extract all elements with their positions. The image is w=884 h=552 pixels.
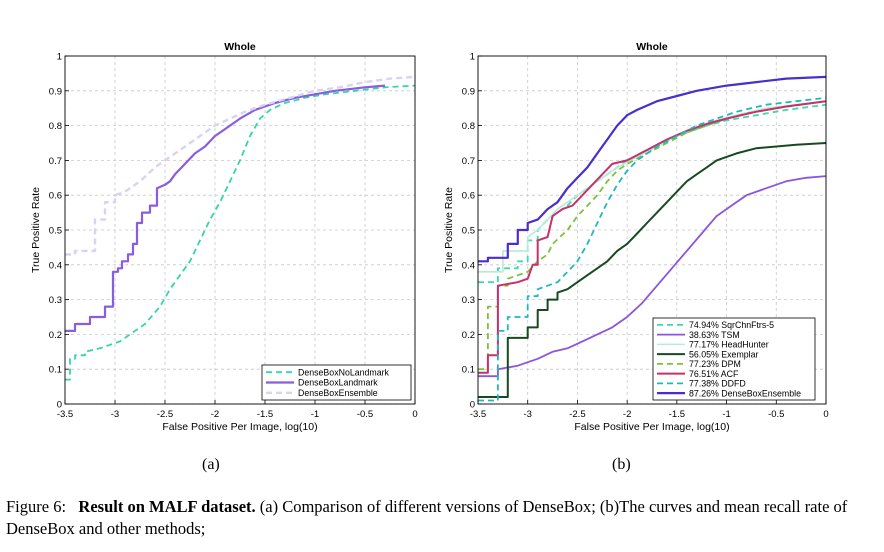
x-axis-label: False Positive Per Image, log(10) — [162, 421, 317, 433]
y-tick-label: 0.6 — [49, 191, 62, 202]
series-group — [478, 75, 827, 402]
caption-bold: Result on MALF dataset. — [78, 497, 256, 516]
y-tick-label: 0.2 — [462, 330, 475, 341]
x-tick-label: 0 — [412, 409, 417, 420]
y-tick-label: 0.5 — [462, 226, 475, 237]
legend-entry-6: 76.51% ACF — [689, 369, 739, 379]
chart-title: Whole — [224, 41, 256, 53]
x-tick-label: -0.5 — [357, 409, 373, 420]
y-tick-label: 0.7 — [49, 156, 62, 167]
x-axis-label: False Positive Per Image, log(10) — [574, 421, 729, 433]
y-axis-label: True Positive Rate — [30, 187, 42, 273]
y-tick-label: 0.3 — [49, 295, 62, 306]
y-tick-label: 0.1 — [49, 365, 62, 376]
series-line-7 — [478, 96, 827, 402]
x-tick-label: -1 — [311, 409, 319, 420]
x-tick-label: -3.5 — [470, 409, 486, 420]
y-tick-label: 0 — [57, 400, 62, 411]
x-tick-label: -3.5 — [57, 409, 73, 420]
y-tick-label: 0.4 — [49, 260, 62, 271]
y-tick-label: 0.5 — [49, 226, 62, 237]
figure-caption: Figure 6: Result on MALF dataset. (a) Co… — [6, 496, 878, 540]
y-tick-label: 1 — [470, 52, 475, 63]
y-tick-label: 0.2 — [49, 330, 62, 341]
series-line-2 — [65, 84, 386, 332]
x-tick-label: -1.5 — [257, 409, 273, 420]
y-axis-label: True Positive Rate — [443, 187, 455, 273]
y-tick-label: 1 — [57, 52, 62, 63]
legend-entry-1: 74.94% SqrChnFtrs-5 — [689, 320, 774, 330]
y-tick-label: 0.7 — [462, 156, 475, 167]
caption-label: Figure 6: — [6, 497, 67, 516]
y-tick-label: 0.9 — [49, 86, 62, 97]
chart-panel-b: -3.5 -3 -2.5 -2 -1.5 -1 -0.5 0 0 0.1 0.2 0.3 0.4 0.5 0… — [443, 41, 829, 433]
legend-entry-3: 77.17% HeadHunter — [689, 340, 769, 350]
series-line-8 — [478, 75, 827, 263]
x-tick-label: -2 — [623, 409, 631, 420]
x-tick-label: -0.5 — [768, 409, 784, 420]
legend-box — [261, 364, 412, 401]
x-tick-label: -2.5 — [157, 409, 173, 420]
series-group — [65, 75, 416, 381]
y-tick-label: 0 — [470, 400, 475, 411]
series-line-3 — [65, 75, 416, 256]
caption-text: (a) Comparison of different versions of … — [6, 497, 848, 538]
legend-box — [652, 317, 816, 401]
legend-entry-2: DenseBoxLandmark — [298, 378, 378, 388]
x-tick-label: -1 — [722, 409, 730, 420]
y-tick-label: 0.6 — [462, 191, 475, 202]
y-tick-label: 0.3 — [462, 295, 475, 306]
chart-title: Whole — [636, 41, 668, 53]
legend-entry-7: 77.38% DDFD — [689, 379, 746, 389]
legend-entry-4: 56.05% Exemplar — [689, 349, 759, 359]
legend: DenseBoxNoLandmarkDenseBoxLandmarkDenseB… — [261, 364, 412, 401]
series-line-6 — [478, 100, 827, 374]
series-line-1 — [65, 84, 416, 381]
subfigure-label-a: (a) — [202, 456, 220, 473]
legend-entry-3: DenseBoxEnsemble — [298, 388, 378, 398]
y-tick-label: 0.9 — [462, 86, 475, 97]
x-tick-label: -3 — [523, 409, 531, 420]
x-tick-label: -1.5 — [669, 409, 685, 420]
y-tick-label: 0.4 — [462, 260, 475, 271]
x-tick-label: -2.5 — [569, 409, 585, 420]
chart-panel-a: -3.5 -3 -2.5 -2 -1.5 -1 -0.5 0 0 0.1 0.2 0.3 0.4 0.5 0… — [30, 41, 418, 433]
axes-frame — [64, 55, 416, 405]
x-tick-label: -3 — [111, 409, 119, 420]
subfigure-label-b: (b) — [612, 456, 631, 473]
legend-entry-2: 38.63% TSM — [689, 330, 740, 340]
legend-entry-8: 87.26% DenseBoxEnsemble — [689, 388, 801, 398]
series-line-4 — [478, 142, 827, 398]
legend-entry-5: 77.23% DPM — [689, 359, 741, 369]
legend-entry-1: DenseBoxNoLandmark — [298, 367, 390, 377]
y-tick-label: 0.8 — [462, 121, 475, 132]
series-line-2 — [478, 175, 827, 378]
x-tick-label: -2 — [211, 409, 219, 420]
axes-frame — [477, 55, 827, 405]
y-tick-label: 0.8 — [49, 121, 62, 132]
y-tick-label: 0.1 — [462, 365, 475, 376]
x-tick-label: 0 — [823, 409, 828, 420]
